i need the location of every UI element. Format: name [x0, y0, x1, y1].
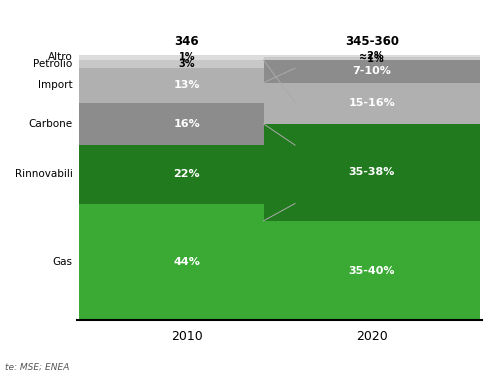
Text: 35-40%: 35-40%: [348, 266, 395, 276]
Text: 44%: 44%: [173, 257, 200, 267]
Text: 13%: 13%: [173, 80, 200, 90]
Bar: [79, 60, 295, 68]
Text: 22%: 22%: [173, 169, 200, 179]
Bar: [263, 221, 480, 320]
Bar: [263, 57, 480, 60]
Bar: [263, 60, 480, 83]
Bar: [263, 55, 480, 57]
Text: 3%: 3%: [178, 59, 195, 69]
Text: 15-16%: 15-16%: [348, 98, 395, 108]
Text: Import: Import: [38, 80, 73, 90]
Text: 16%: 16%: [173, 119, 200, 129]
Text: 346: 346: [174, 35, 199, 48]
Bar: [79, 55, 295, 60]
Bar: [263, 124, 480, 221]
Text: Gas: Gas: [53, 257, 73, 267]
Bar: [79, 68, 295, 103]
Text: ~1%: ~1%: [359, 54, 384, 64]
Text: 35-38%: 35-38%: [348, 167, 395, 177]
Bar: [79, 103, 295, 145]
Text: Petrolio: Petrolio: [33, 59, 73, 69]
Text: Rinnovabili: Rinnovabili: [15, 169, 73, 179]
Text: ~2%: ~2%: [359, 51, 384, 61]
Bar: [79, 204, 295, 320]
Text: te: MSE; ENEA: te: MSE; ENEA: [5, 362, 70, 371]
Text: 345-360: 345-360: [345, 35, 399, 48]
Text: 1%: 1%: [178, 53, 195, 63]
Text: 7-10%: 7-10%: [352, 66, 391, 76]
Bar: [79, 145, 295, 204]
Text: Altro: Altro: [48, 53, 73, 63]
Text: Carbone: Carbone: [28, 119, 73, 129]
Bar: [263, 83, 480, 124]
